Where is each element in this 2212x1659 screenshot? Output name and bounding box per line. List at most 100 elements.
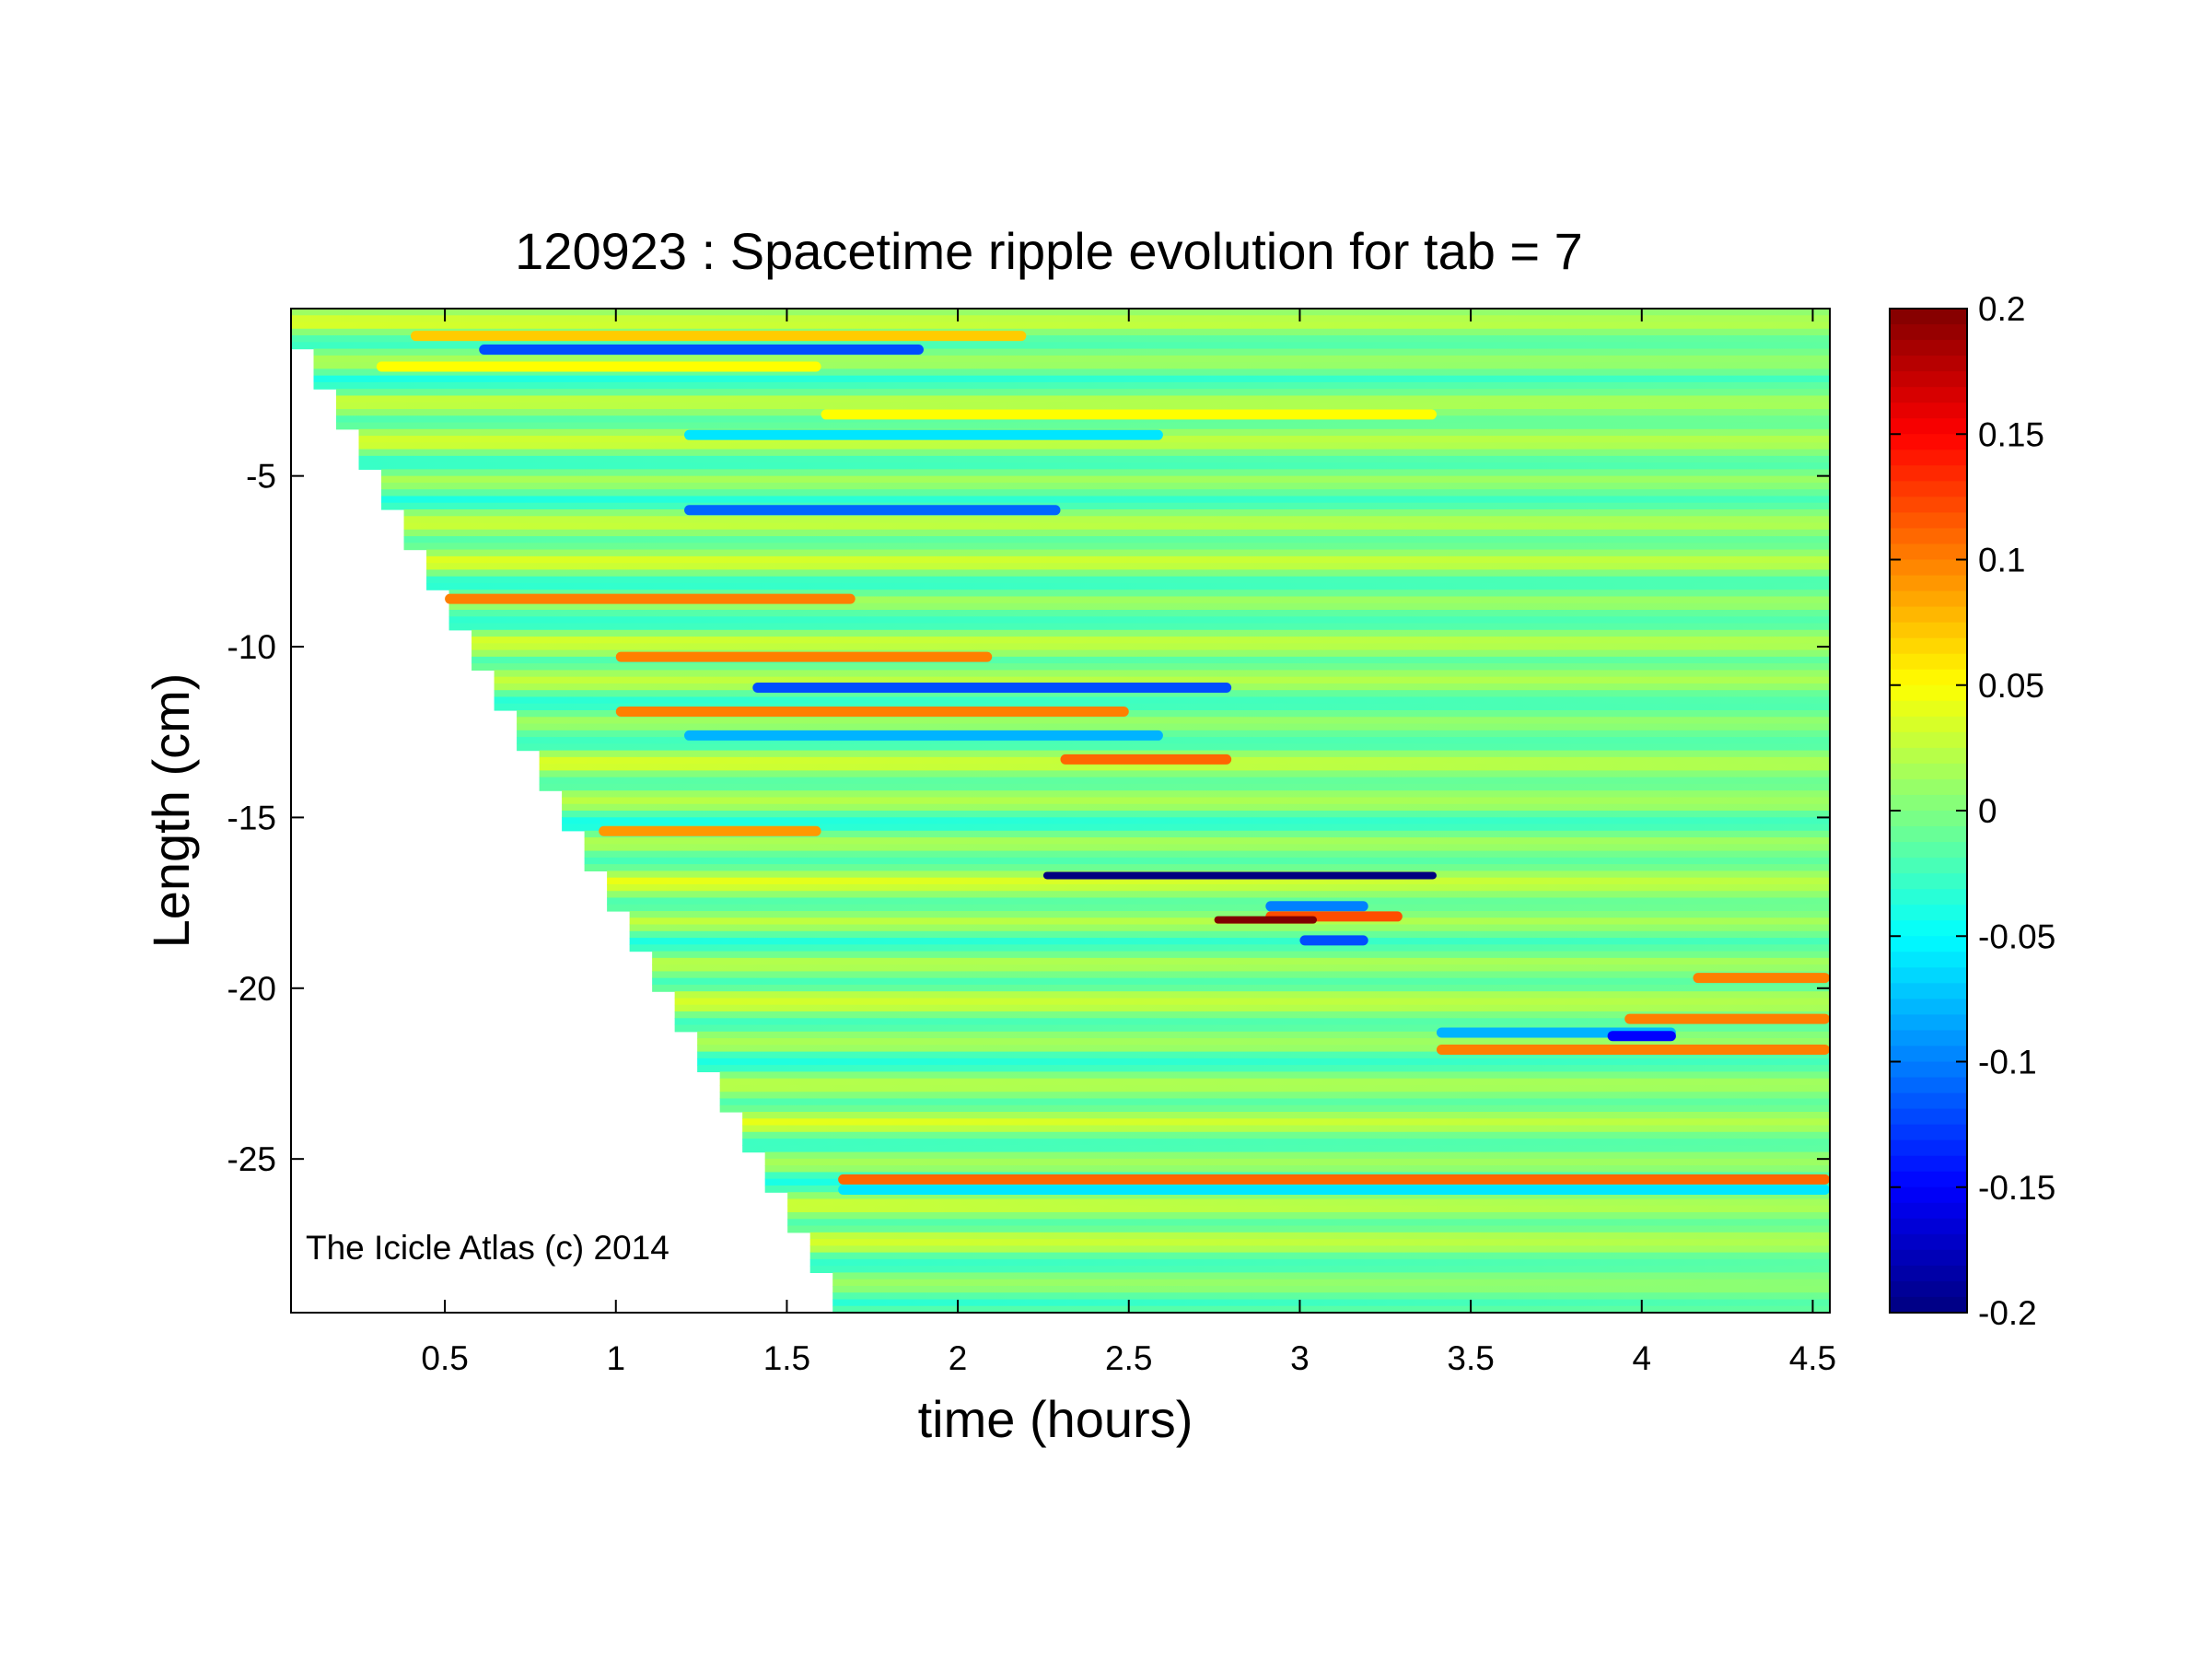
heatmap-row	[381, 482, 1831, 490]
heatmap-row	[313, 362, 1830, 369]
heatmap-row	[448, 610, 1830, 617]
heatmap-row	[426, 569, 1831, 578]
colorbar-tick-label: -0.2	[1978, 1294, 2037, 1332]
heatmap-feature	[838, 1185, 1831, 1196]
colorbar-swatch	[1890, 1077, 1967, 1094]
colorbar-swatch	[1890, 763, 1967, 780]
heatmap-row	[607, 897, 1830, 905]
heatmap-row	[652, 977, 1831, 986]
heatmap-row	[403, 516, 1830, 524]
heatmap-feature	[1042, 871, 1437, 880]
colorbar-swatch	[1890, 811, 1967, 827]
heatmap-row	[809, 1232, 1830, 1240]
heatmap-row	[539, 750, 1830, 758]
heatmap-feature	[1607, 1031, 1676, 1042]
colorbar-swatch	[1890, 512, 1967, 530]
heatmap-feature	[1436, 1045, 1830, 1056]
heatmap-row	[832, 1272, 1830, 1280]
heatmap-row	[764, 1158, 1831, 1166]
heatmap-row	[674, 991, 1830, 999]
heatmap-row	[742, 1145, 1831, 1153]
heatmap-row	[517, 743, 1830, 752]
heatmap-row	[584, 844, 1830, 852]
heatmap-row	[764, 1151, 1831, 1160]
heatmap-row	[313, 348, 1830, 356]
heatmap-row	[674, 1024, 1830, 1033]
colorbar-swatch	[1890, 747, 1967, 765]
heatmap-feature	[684, 505, 1061, 516]
heatmap-row	[313, 381, 1830, 390]
heatmap-feature	[1299, 935, 1368, 946]
y-axis-label: Length (cm)	[142, 673, 200, 949]
heatmap-row	[403, 529, 1830, 537]
x-axis-label: time (hours)	[918, 1390, 1193, 1448]
heatmap-row	[426, 549, 1831, 557]
colorbar-swatch	[1890, 543, 1967, 561]
heatmap-row	[742, 1139, 1831, 1146]
heatmap-row	[539, 764, 1830, 771]
heatmap-row	[358, 455, 1831, 463]
heatmap-row	[809, 1252, 1830, 1260]
colorbar-swatch	[1890, 371, 1967, 388]
colorbar-swatch	[1890, 920, 1967, 937]
heatmap-row	[358, 462, 1831, 470]
heatmap-row	[336, 402, 1830, 410]
colorbar-swatch	[1890, 497, 1967, 514]
colorbar-tick-label: 0.2	[1978, 290, 2025, 328]
colorbar-swatch	[1890, 387, 1967, 403]
heatmap-row	[494, 676, 1830, 684]
heatmap-row	[719, 1104, 1830, 1113]
heatmap-row	[517, 737, 1830, 744]
heatmap-feature	[599, 825, 821, 836]
colorbar-swatch	[1890, 983, 1967, 999]
colorbar-swatch	[1890, 952, 1967, 968]
heatmap-row	[517, 710, 1830, 718]
heatmap-row	[313, 368, 1830, 377]
colorbar-swatch	[1890, 1171, 1967, 1188]
heatmap-row	[742, 1125, 1831, 1133]
colorbar-swatch	[1890, 1139, 1967, 1157]
heatmap-row	[652, 971, 1831, 979]
colorbar-swatch	[1890, 1124, 1967, 1141]
colorbar-swatch	[1890, 716, 1967, 733]
colorbar-swatch	[1890, 622, 1967, 639]
heatmap-row	[403, 543, 1830, 551]
heatmap-row	[403, 509, 1830, 517]
heatmap-row	[697, 1031, 1830, 1039]
heatmap-feature	[1693, 973, 1830, 984]
heatmap-row	[562, 824, 1831, 832]
heatmap-row	[494, 696, 1830, 705]
heatmap-row	[674, 1011, 1830, 1019]
colorbar-tick-label: -0.15	[1978, 1169, 2055, 1207]
heatmap-row	[291, 309, 1830, 316]
colorbar-swatch	[1890, 669, 1967, 686]
heatmap-row	[291, 342, 1830, 350]
heatmap-row	[832, 1305, 1830, 1314]
colorbar-swatch	[1890, 450, 1967, 466]
heatmap-feature	[1265, 901, 1368, 912]
heatmap-row	[787, 1212, 1830, 1220]
heatmap-row	[562, 797, 1831, 805]
x-tick-label: 2	[949, 1339, 968, 1377]
heatmap-row	[562, 817, 1831, 825]
heatmap-row	[494, 703, 1830, 711]
heatmap-row	[562, 803, 1831, 812]
heatmap-row	[426, 576, 1831, 584]
colorbar-tick-label: -0.05	[1978, 917, 2055, 955]
heatmap-row	[472, 629, 1831, 637]
colorbar-swatch	[1890, 434, 1967, 450]
colorbar-swatch	[1890, 1014, 1967, 1032]
y-tick-label: -5	[246, 458, 276, 496]
colorbar-swatch	[1890, 858, 1967, 874]
heatmap-row	[313, 355, 1830, 363]
heatmap-row	[832, 1285, 1830, 1293]
y-tick-label: -10	[227, 628, 276, 666]
heatmap-row	[652, 957, 1831, 965]
heatmap-row	[809, 1239, 1830, 1246]
x-tick-label: 4.5	[1789, 1339, 1836, 1377]
heatmap-row	[674, 1004, 1830, 1012]
y-tick-label: -20	[227, 970, 276, 1008]
colorbar-swatch	[1890, 731, 1967, 749]
colorbar-swatch	[1890, 684, 1967, 702]
heatmap-row	[584, 850, 1830, 859]
